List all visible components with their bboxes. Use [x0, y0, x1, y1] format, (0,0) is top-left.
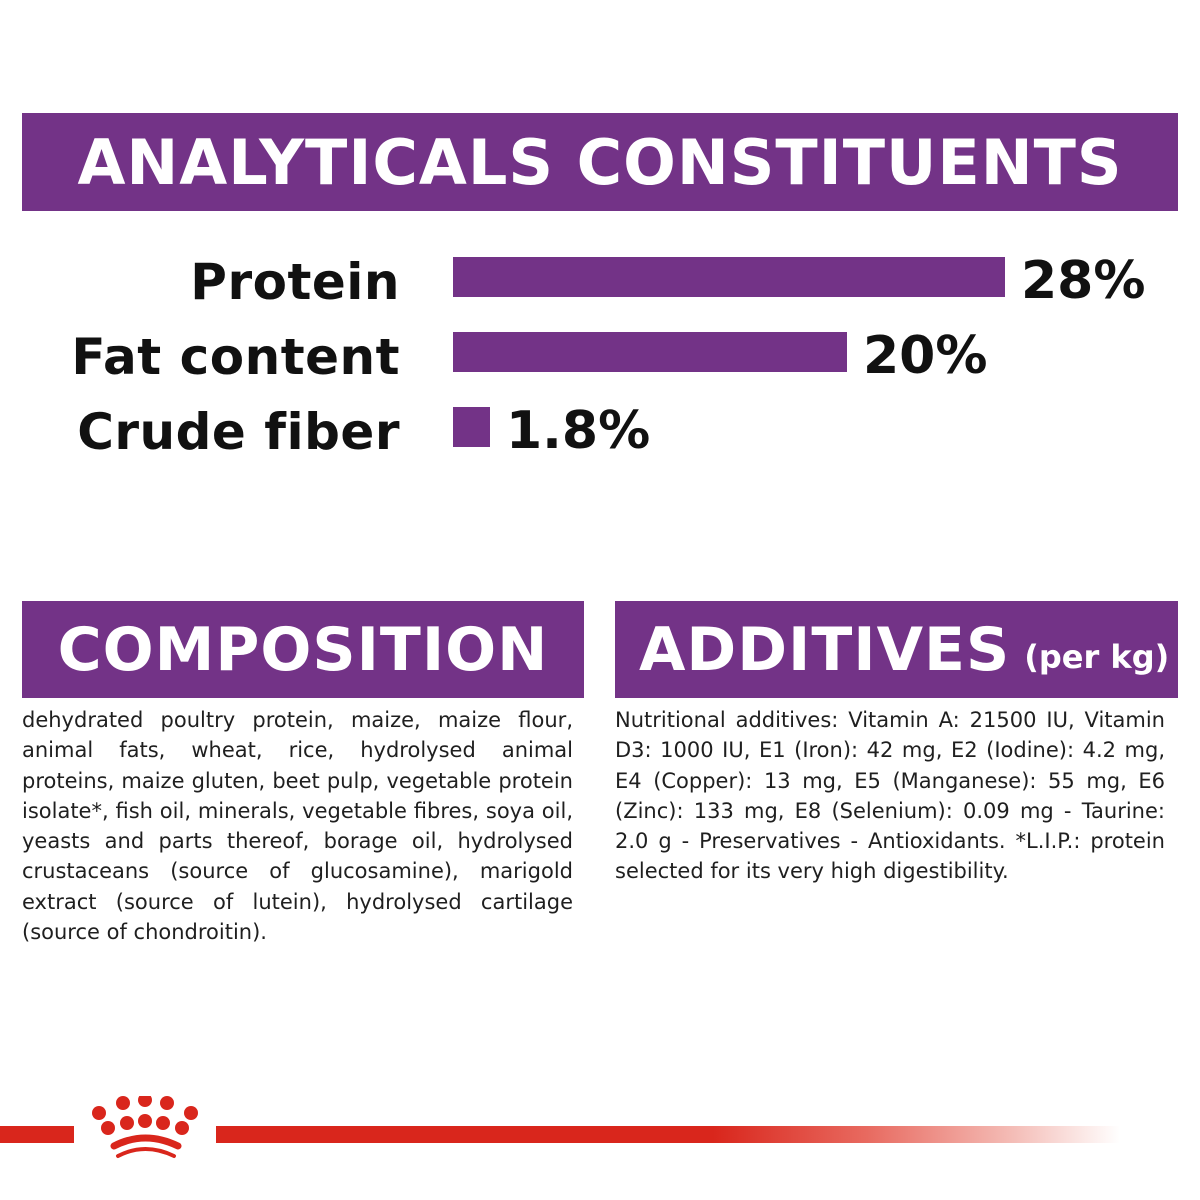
additives-title-suffix: (per kg) — [1024, 637, 1170, 676]
constituent-row-fat: Fat content 20% — [0, 326, 1200, 386]
constituent-label: Crude fiber — [77, 403, 400, 461]
crown-icon — [92, 1096, 198, 1158]
additives-title-banner: ADDITIVES (per kg) — [615, 601, 1178, 698]
constituent-value: 28% — [1021, 251, 1146, 311]
constituent-bar — [453, 332, 847, 372]
footer-divider-left — [0, 1126, 74, 1143]
constituent-bar — [453, 407, 490, 447]
constituent-value: 20% — [863, 326, 988, 386]
constituent-bar — [453, 257, 1005, 297]
composition-text: dehydrated poultry protein, maize, maize… — [22, 708, 573, 945]
additives-title: ADDITIVES — [639, 614, 1011, 685]
constituent-value: 1.8% — [506, 401, 651, 461]
composition-title: COMPOSITION — [57, 614, 549, 685]
constituent-label: Protein — [190, 253, 400, 311]
constituent-row-protein: Protein 28% — [0, 251, 1200, 311]
footer-divider-right — [216, 1126, 1120, 1143]
additives-text: Nutritional additives: Vitamin A: 21500 … — [615, 708, 1165, 884]
constituent-label: Fat content — [71, 328, 400, 386]
composition-title-banner: COMPOSITION — [22, 601, 584, 698]
constituent-row-fiber: Crude fiber 1.8% — [0, 401, 1200, 461]
analytics-title: ANALYTICALS CONSTITUENTS — [77, 125, 1123, 199]
analytics-title-banner: ANALYTICALS CONSTITUENTS — [22, 113, 1178, 211]
